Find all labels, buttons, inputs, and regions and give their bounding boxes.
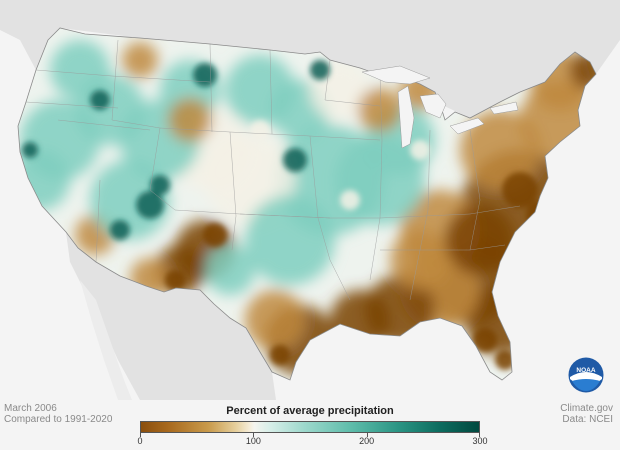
- precip-anomaly-region: [165, 270, 185, 290]
- precip-anomaly-region: [460, 110, 540, 190]
- legend-tick-label: 100: [245, 436, 261, 446]
- precip-anomaly-region: [270, 345, 290, 365]
- precip-anomaly-region: [205, 245, 255, 295]
- precip-anomaly-region: [203, 223, 227, 247]
- legend-tick-label: 0: [137, 436, 143, 446]
- state-boundaries: [25, 39, 521, 301]
- legend-tick: [366, 433, 368, 437]
- precip-anomaly-region: [110, 220, 130, 240]
- precip-anomaly-region: [136, 191, 164, 219]
- legend-tick: [479, 433, 480, 437]
- precip-anomaly-region: [90, 160, 170, 240]
- legend-colorbar: [140, 421, 480, 433]
- source-label: Data: NCEI: [562, 414, 613, 425]
- credit-label: Climate.gov: [560, 403, 613, 414]
- legend-tick: [253, 433, 255, 437]
- precip-anomaly-region: [168, 98, 212, 142]
- baseline-label: Compared to 1991-2020: [4, 414, 113, 425]
- precip-anomaly-region: [330, 290, 390, 350]
- precip-anomaly-region: [473, 328, 497, 352]
- precipitation-map: NOAA: [0, 0, 620, 400]
- legend-tick-label: 300: [472, 436, 488, 446]
- precip-anomaly-region: [250, 120, 270, 140]
- precip-anomaly-region: [90, 90, 110, 110]
- precip-anomaly-region: [502, 172, 538, 208]
- precip-anomaly-region: [122, 42, 158, 78]
- precip-anomaly-region: [358, 88, 402, 132]
- precip-anomaly-region: [570, 50, 596, 90]
- noaa-logo-text: NOAA: [576, 367, 595, 374]
- legend-tick-label: 200: [359, 436, 375, 446]
- precip-anomaly-region: [245, 195, 335, 285]
- legend-title: Percent of average precipitation: [226, 405, 394, 417]
- precip-anomaly-region: [310, 60, 330, 80]
- precip-anomaly-region: [410, 140, 430, 160]
- precip-anomaly-region: [193, 63, 217, 87]
- great-lakes: [361, 65, 519, 149]
- precip-anomaly-region: [526, 201, 554, 229]
- surrounding-land: [0, 0, 620, 400]
- precip-anomaly-region: [390, 230, 450, 290]
- precip-anomaly-region: [445, 205, 515, 275]
- map-canvas: [0, 0, 620, 400]
- precip-anomaly-region: [340, 190, 360, 210]
- legend-tick: [140, 433, 141, 437]
- precip-anomaly-region: [18, 150, 70, 210]
- precip-anomaly-region: [283, 148, 307, 172]
- precip-anomaly-region: [22, 142, 38, 158]
- precip-anomaly-region: [50, 40, 110, 100]
- precip-anomaly-region: [495, 350, 515, 370]
- precip-anomaly-region: [245, 290, 305, 350]
- period-label: March 2006: [4, 403, 57, 414]
- precip-anomaly-region: [150, 175, 170, 195]
- noaa-logo: NOAA: [568, 357, 604, 393]
